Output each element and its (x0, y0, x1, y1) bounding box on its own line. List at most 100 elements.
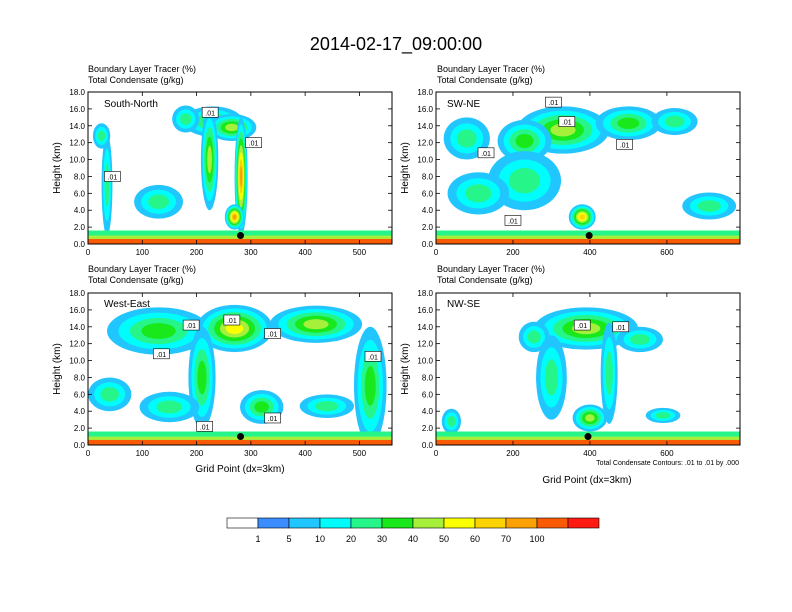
contour-label-box (558, 116, 576, 127)
contour-label: .01 (548, 100, 558, 107)
plot-frame (87, 91, 393, 245)
y-tick-label: 6.0 (74, 189, 86, 198)
y-tick-label: 12.0 (417, 139, 433, 148)
contour-label-box (612, 321, 630, 333)
contour-label: .01 (616, 325, 626, 332)
colorbar-label: 5 (286, 534, 291, 544)
contour-label: .01 (508, 218, 518, 225)
contour-label-box (504, 215, 522, 226)
contour-label-box (152, 348, 170, 360)
y-tick-label: 8.0 (422, 373, 434, 382)
colorbar-swatch (536, 517, 569, 529)
colorbar-label: 50 (439, 534, 449, 544)
y-tick-label: 12.0 (69, 340, 85, 349)
colorbar-swatch (443, 517, 476, 529)
colorbar: 1 5 10 20 30 40 50 60 70 100 (226, 517, 600, 544)
x-tick-label: 600 (660, 449, 674, 458)
contour-label: .01 (577, 323, 587, 330)
y-tick-label: 0.0 (74, 441, 86, 450)
tracer-blob (579, 214, 585, 220)
tracer-field (436, 106, 740, 244)
tracer-blob (585, 414, 595, 422)
contour-note: Total Condensate Contours: .01 to .01 by… (596, 460, 739, 467)
tracer-blob (179, 113, 192, 125)
panel-label: SW-NE (447, 99, 480, 110)
contour-label-box (616, 139, 633, 150)
colorbar-label: 60 (470, 534, 480, 544)
contour-label-box (477, 147, 495, 159)
colorbar-swatch (226, 517, 259, 529)
x-tick-label: 300 (244, 248, 258, 257)
y-tick-label: 0.0 (422, 441, 434, 450)
panel-label: West-East (104, 299, 150, 310)
tracer-blob (148, 194, 170, 210)
tracer-blob (315, 401, 339, 412)
colorbar-swatch (474, 517, 507, 529)
x-tick-label: 500 (353, 449, 367, 458)
colorbar-swatch (381, 517, 414, 529)
tracer-blob (303, 319, 329, 330)
panel-title-tracer: Boundary Layer Tracer (%) (88, 64, 196, 74)
tracer-blob (630, 334, 650, 345)
contour-label: .01 (227, 318, 237, 325)
contour-label: .01 (268, 332, 278, 339)
x-tick-label: 0 (434, 449, 439, 458)
panel-title-condensate: Total Condensate (g/kg) (88, 75, 184, 85)
x-tick-label: 500 (353, 248, 367, 257)
panel-west-east: Boundary Layer Tracer (%) Total Condensa… (52, 264, 393, 475)
contour-label: .01 (200, 424, 210, 431)
y-tick-label: 4.0 (422, 407, 434, 416)
x-tick-label: 200 (190, 449, 204, 458)
y-tick-label: 16.0 (417, 306, 433, 315)
y-axis-label: Height (km) (52, 142, 63, 194)
contour-label: .01 (562, 120, 572, 127)
contour-label: .01 (108, 174, 118, 181)
plot-frame (435, 91, 741, 245)
colorbar-label: 10 (315, 534, 325, 544)
tracer-blob (515, 133, 534, 149)
x-tick-label: 600 (660, 248, 674, 257)
x-tick-label: 200 (506, 449, 520, 458)
colorbar-label: 30 (377, 534, 387, 544)
x-tick-label: 200 (506, 248, 520, 257)
x-axis-label: Grid Point (dx=3km) (195, 464, 284, 475)
panel-label: South-North (104, 99, 158, 110)
colorbar-label: 100 (529, 534, 544, 544)
y-tick-label: 8.0 (74, 373, 86, 382)
y-tick-label: 10.0 (417, 357, 433, 366)
y-tick-label: 10.0 (69, 357, 85, 366)
colorbar-swatch (257, 517, 290, 529)
contour-label: .01 (268, 416, 278, 423)
contour-label: .01 (186, 323, 196, 330)
x-tick-label: 400 (298, 248, 312, 257)
x-tick-label: 400 (583, 449, 597, 458)
tracer-blob (465, 184, 492, 203)
y-tick-label: 18.0 (69, 289, 85, 298)
contour-label-box (201, 106, 219, 118)
x-tick-label: 400 (298, 449, 312, 458)
x-tick-label: 0 (86, 248, 91, 257)
panel-title-tracer: Boundary Layer Tracer (%) (437, 64, 545, 74)
y-tick-label: 4.0 (74, 206, 86, 215)
y-tick-label: 16.0 (417, 105, 433, 114)
surface-tracer-band (436, 439, 740, 445)
colorbar-swatch (567, 517, 600, 529)
tracer-blob (232, 214, 237, 220)
panel-label: NW-SE (447, 299, 480, 310)
y-tick-label: 2.0 (74, 424, 86, 433)
y-tick-label: 4.0 (74, 407, 86, 416)
y-tick-label: 10.0 (417, 156, 433, 165)
y-axis-label: Height (km) (400, 343, 411, 395)
x-tick-label: 200 (190, 248, 204, 257)
y-tick-label: 0.0 (422, 240, 434, 249)
panel-title-condensate: Total Condensate (g/kg) (437, 275, 533, 285)
contour-label-box (264, 328, 281, 339)
x-axis-label: Grid Point (dx=3km) (542, 475, 631, 486)
panel-sw-ne: Boundary Layer Tracer (%) Total Condensa… (400, 64, 741, 257)
y-tick-label: 12.0 (417, 340, 433, 349)
station-marker (237, 433, 245, 441)
contour-label-box (545, 96, 562, 108)
panel-title-condensate: Total Condensate (g/kg) (88, 275, 184, 285)
y-tick-label: 6.0 (422, 189, 434, 198)
y-tick-label: 14.0 (69, 323, 85, 332)
